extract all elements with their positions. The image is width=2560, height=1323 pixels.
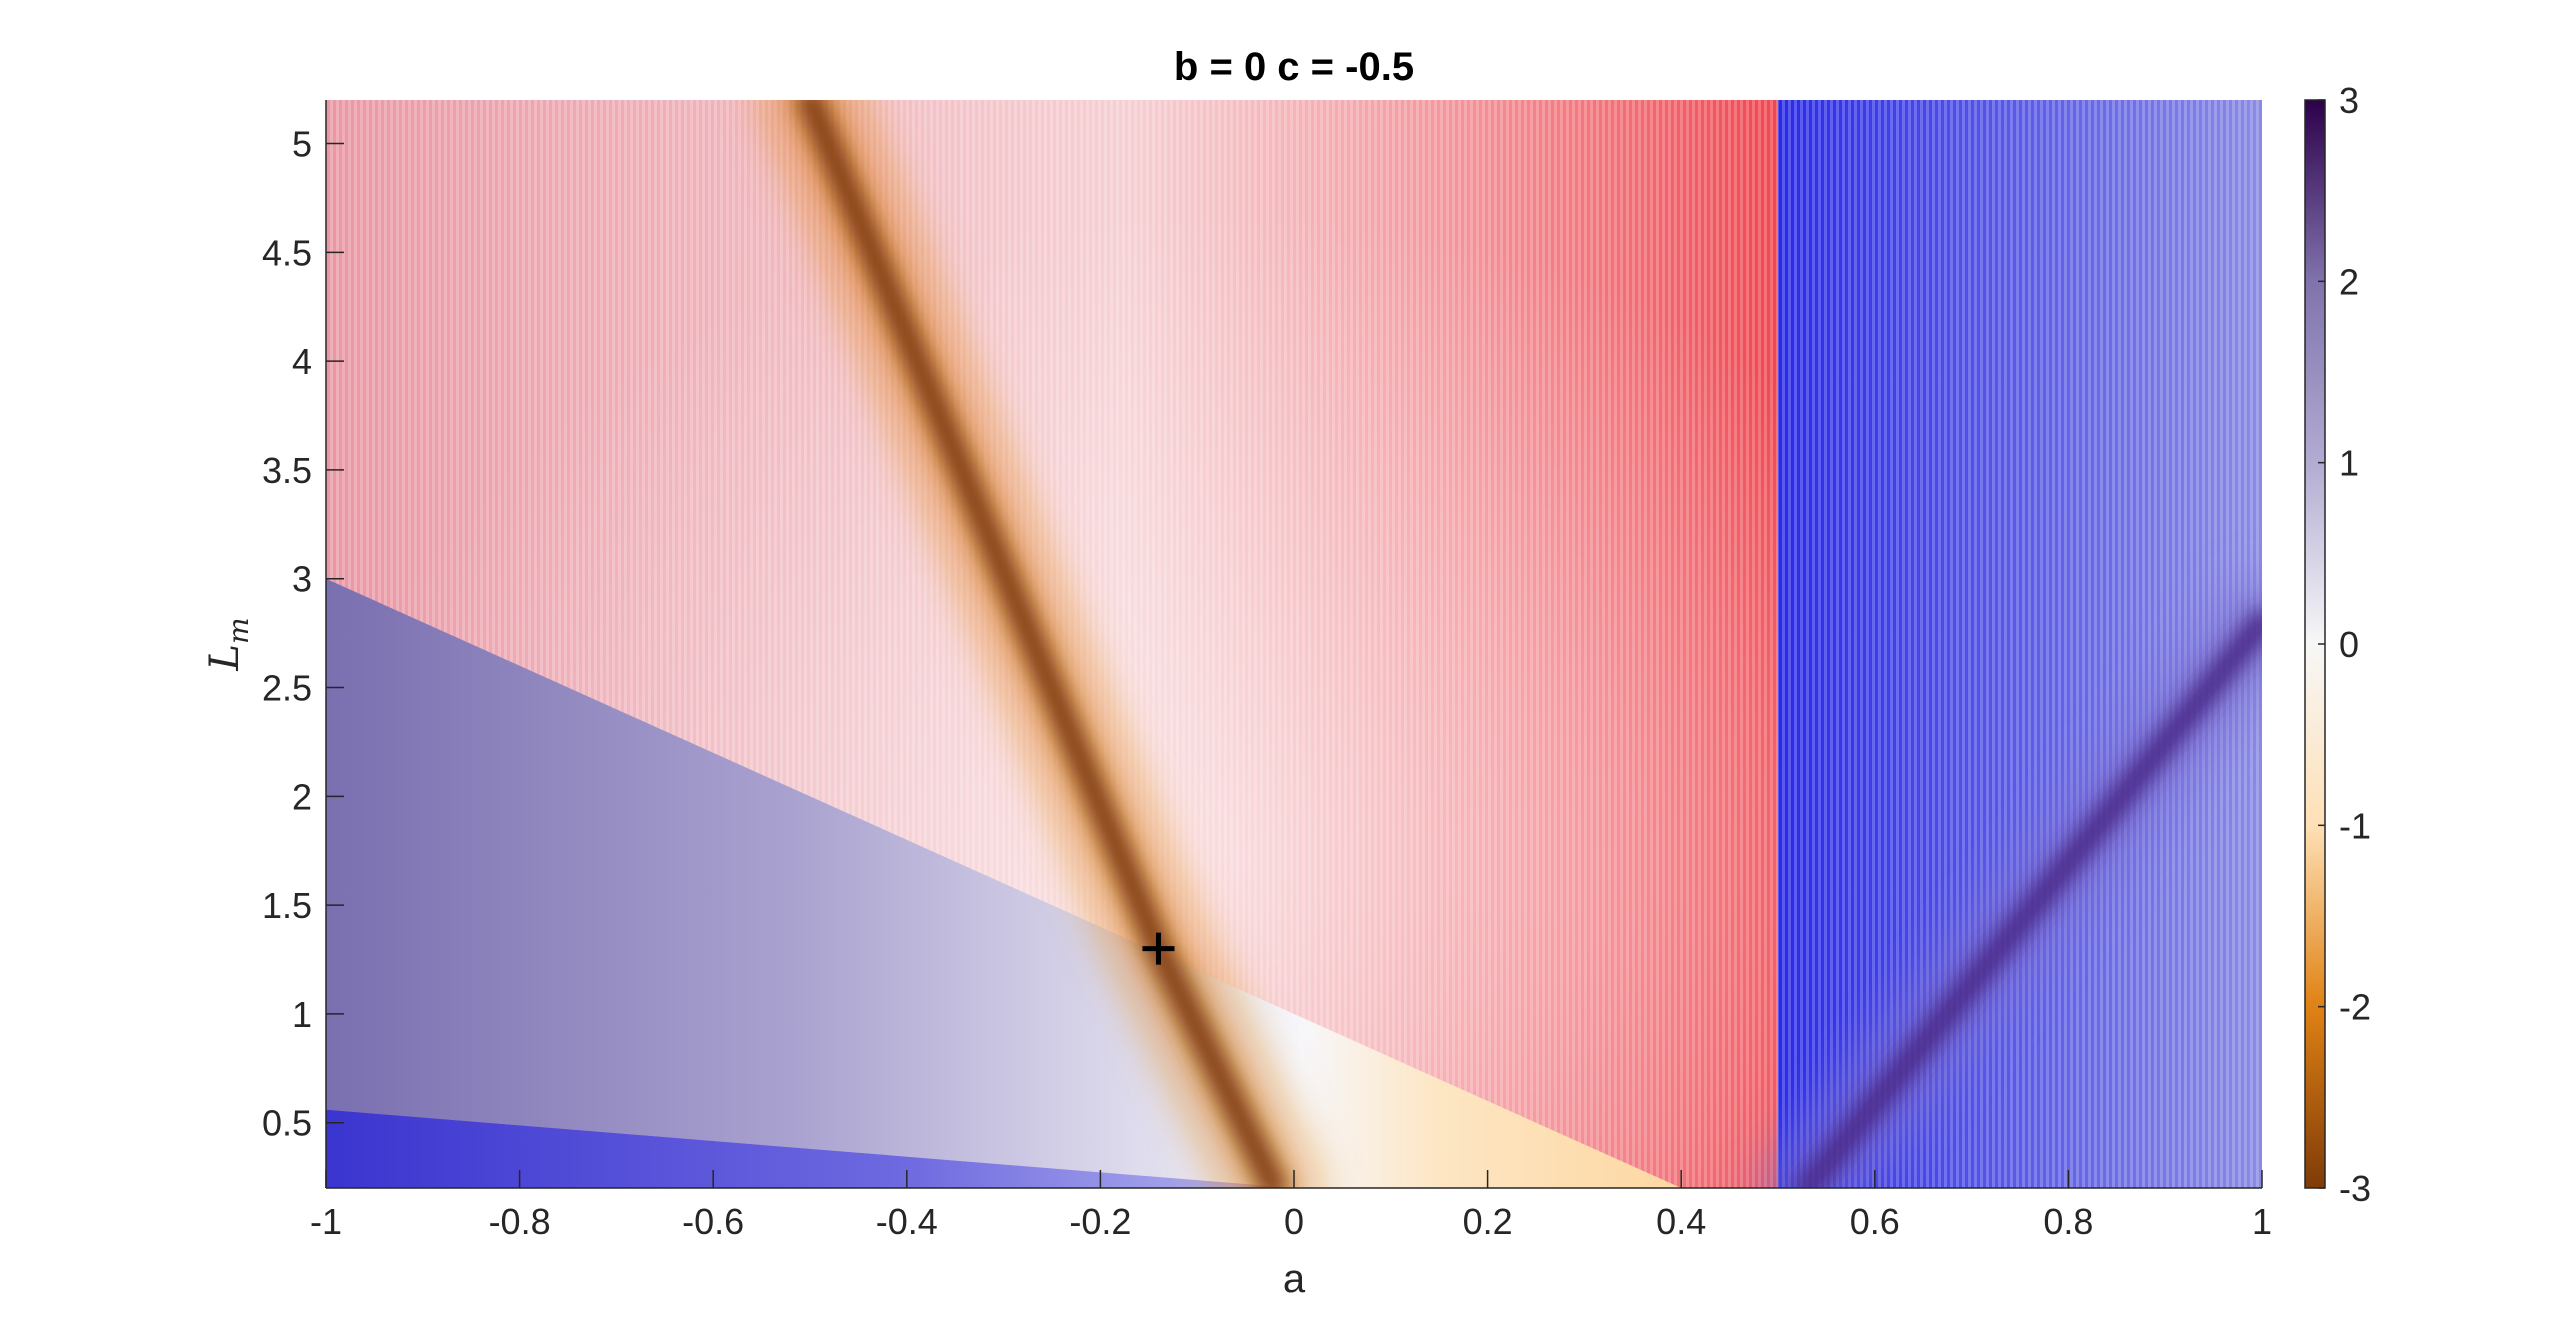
colorbar-tick-label: -1 xyxy=(2339,805,2371,846)
y-tick-label: 2.5 xyxy=(262,668,312,709)
y-tick-label: 4 xyxy=(292,341,312,382)
colorbar-tick-label: 1 xyxy=(2339,443,2359,484)
y-tick-label: 2 xyxy=(292,776,312,817)
colorbar-tick-label: -2 xyxy=(2339,987,2371,1028)
y-axis-label: Lm xyxy=(202,617,255,671)
y-tick-label: 3 xyxy=(292,559,312,600)
x-tick-label: -0.6 xyxy=(682,1201,744,1242)
y-tick-label: 1 xyxy=(292,994,312,1035)
svg-text:Lm: Lm xyxy=(202,617,255,671)
x-tick-label: -0.2 xyxy=(1069,1201,1131,1242)
x-tick-labels: -1 -0.8 -0.6 -0.4 -0.2 0 0.2 0.4 0.6 0.8 1 xyxy=(310,1201,2272,1242)
colorbar-tick-label: 3 xyxy=(2339,80,2359,121)
y-axis-label-subscript: m xyxy=(222,617,255,644)
y-tick-label: 1.5 xyxy=(262,885,312,926)
y-tick-label: 4.5 xyxy=(262,232,312,273)
heatmap-plot-area xyxy=(326,100,2262,1188)
marker-layer xyxy=(1142,932,1175,965)
chart-title: b = 0 c = -0.5 xyxy=(1174,45,1414,89)
y-tick-label: 3.5 xyxy=(262,450,312,491)
y-tick-labels: 0.5 1 1.5 2 2.5 3 3.5 4 4.5 5 xyxy=(262,124,312,1144)
x-tick-label: 0.6 xyxy=(1850,1201,1900,1242)
x-tick-label: -0.4 xyxy=(876,1201,938,1242)
x-tick-label: 1 xyxy=(2252,1201,2272,1242)
x-tick-label: 0 xyxy=(1284,1201,1304,1242)
blue-region-stripes xyxy=(1778,100,2262,1188)
colorbar-tick-label: 0 xyxy=(2339,624,2359,665)
x-tick-label: 0.4 xyxy=(1656,1201,1706,1242)
x-tick-label: 0.2 xyxy=(1463,1201,1513,1242)
axes xyxy=(325,100,2263,1189)
bottom-blue-region xyxy=(326,1109,1294,1188)
y-tick-label: 5 xyxy=(292,124,312,165)
ridge-line-1 xyxy=(1794,609,2262,1188)
y-tick-label: 0.5 xyxy=(262,1103,312,1144)
colorbar-tick-labels: 3 2 1 0 -1 -2 -3 xyxy=(2318,80,2371,1209)
y-axis-label-main: L xyxy=(202,644,248,672)
colorbar-tick-label: -3 xyxy=(2339,1168,2371,1209)
smooth-region xyxy=(326,578,1682,1188)
x-tick-label: -0.8 xyxy=(489,1201,551,1242)
plus-marker xyxy=(1142,932,1175,965)
colorbar-tick-label: 2 xyxy=(2339,261,2359,302)
x-tick-label: 0.8 xyxy=(2043,1201,2093,1242)
x-tick-label: -1 xyxy=(310,1201,342,1242)
colorbar: 3 2 1 0 -1 -2 -3 xyxy=(2304,80,2371,1209)
x-axis-label: a xyxy=(1283,1257,1306,1301)
